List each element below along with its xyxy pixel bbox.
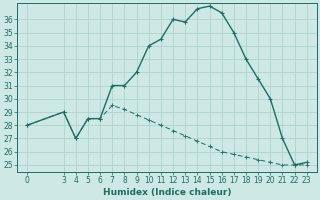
X-axis label: Humidex (Indice chaleur): Humidex (Indice chaleur) [103, 188, 231, 197]
